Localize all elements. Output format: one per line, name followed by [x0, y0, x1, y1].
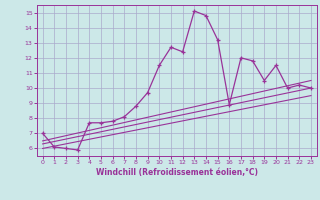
- X-axis label: Windchill (Refroidissement éolien,°C): Windchill (Refroidissement éolien,°C): [96, 168, 258, 177]
